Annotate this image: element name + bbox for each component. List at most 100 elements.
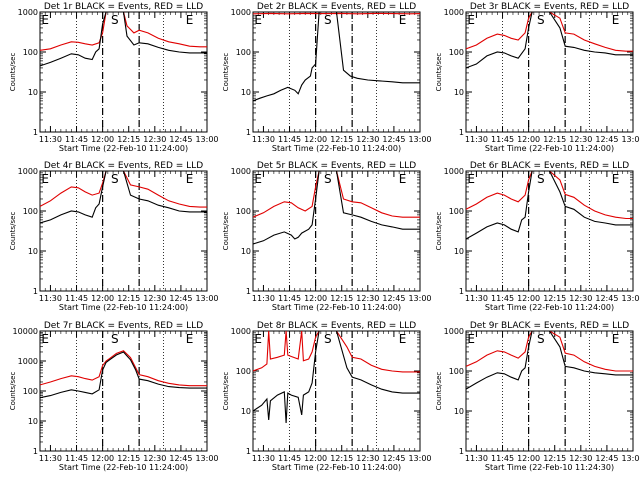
x-tick-label: 13:00 <box>195 454 218 463</box>
x-tick-label: 12:45 <box>595 294 618 303</box>
x-tick-label: 12:00 <box>517 454 540 463</box>
x-axis-label: Start Time (22-Feb-10 11:24:00) <box>59 463 188 472</box>
x-tick-label: 12:30 <box>569 135 592 144</box>
interval-marker-e: E <box>254 172 262 186</box>
panel-title: Det 9r BLACK = Events, RED = LLD <box>470 321 629 331</box>
y-tick-label: 100 <box>236 207 251 216</box>
x-tick-label: 12:45 <box>169 135 192 144</box>
plot-frame <box>253 331 420 451</box>
x-tick-label: 11:30 <box>465 454 488 463</box>
y-tick-label: 100 <box>236 367 251 376</box>
y-tick-label: 10 <box>28 247 38 256</box>
series-lld-line <box>40 12 207 50</box>
x-tick-label: 12:30 <box>569 294 592 303</box>
interval-marker-e: E <box>186 172 194 186</box>
panel-title: Det 5r BLACK = Events, RED = LLD <box>257 161 416 171</box>
x-axis-label: Start Time (22-Feb-10 11:24:00) <box>59 303 188 312</box>
x-axis-label: Start Time (22-Feb-10 11:24:00) <box>272 463 401 472</box>
x-tick-label: 12:30 <box>143 294 166 303</box>
interval-marker-e: E <box>467 332 475 346</box>
panel-title: Det 6r BLACK = Events, RED = LLD <box>470 161 629 171</box>
y-tick-label: 100 <box>23 387 38 396</box>
y-tick-label: 10 <box>241 88 251 97</box>
y-axis-label: Counts/sec <box>435 53 443 92</box>
panel-title: Det 1r BLACK = Events, RED = LLD <box>44 2 203 12</box>
x-axis-label: Start Time (22-Feb-10 11:24:30) <box>485 463 614 472</box>
y-tick-label: 1000 <box>231 8 251 17</box>
y-tick-label: 10000 <box>13 327 38 336</box>
plot-frame <box>253 171 420 291</box>
x-tick-label: 12:00 <box>517 294 540 303</box>
series-lld-line <box>253 331 420 372</box>
x-tick-label: 11:30 <box>252 294 275 303</box>
x-tick-label: 12:15 <box>330 454 353 463</box>
x-tick-label: 12:00 <box>304 135 327 144</box>
panel-det-9: Det 9r BLACK = Events, RED = LLD11010010… <box>435 321 640 472</box>
plot-frame <box>466 171 633 291</box>
plot-frame <box>40 12 207 132</box>
interval-marker-e: E <box>399 332 407 346</box>
y-tick-label: 10 <box>454 247 464 256</box>
x-tick-label: 12:00 <box>91 135 114 144</box>
x-tick-label: 11:45 <box>278 454 301 463</box>
y-tick-label: 1 <box>246 128 251 137</box>
x-tick-label: 12:15 <box>117 135 140 144</box>
x-tick-label: 12:45 <box>595 135 618 144</box>
x-tick-label: 13:00 <box>408 454 431 463</box>
x-tick-label: 11:30 <box>465 135 488 144</box>
x-tick-label: 12:00 <box>304 454 327 463</box>
y-tick-label: 10 <box>28 417 38 426</box>
x-tick-label: 13:00 <box>621 454 640 463</box>
panel-det-6: Det 6r BLACK = Events, RED = LLD11010010… <box>435 161 640 312</box>
y-axis-label: Counts/sec <box>9 53 17 92</box>
x-tick-label: 13:00 <box>621 294 640 303</box>
series-lld-line <box>40 351 207 386</box>
interval-marker-e: E <box>612 332 620 346</box>
y-tick-label: 1 <box>459 128 464 137</box>
interval-marker-s: S <box>111 172 119 186</box>
interval-marker-e: E <box>612 172 620 186</box>
panel-title: Det 4r BLACK = Events, RED = LLD <box>44 161 203 171</box>
x-tick-label: 12:30 <box>143 454 166 463</box>
interval-marker-s: S <box>111 332 119 346</box>
x-tick-label: 11:45 <box>278 294 301 303</box>
y-tick-label: 1000 <box>231 167 251 176</box>
y-tick-label: 100 <box>449 48 464 57</box>
y-tick-label: 100 <box>449 367 464 376</box>
y-axis-label: Counts/sec <box>435 372 443 411</box>
x-tick-label: 12:30 <box>356 135 379 144</box>
x-tick-label: 12:15 <box>117 294 140 303</box>
x-tick-label: 11:45 <box>491 294 514 303</box>
x-tick-label: 11:30 <box>39 454 62 463</box>
y-axis-label: Counts/sec <box>222 53 230 92</box>
interval-marker-s: S <box>537 13 545 27</box>
y-tick-label: 10 <box>454 88 464 97</box>
y-tick-label: 1000 <box>231 327 251 336</box>
y-tick-label: 1000 <box>444 327 464 336</box>
y-tick-label: 1 <box>459 287 464 296</box>
x-tick-label: 12:45 <box>595 454 618 463</box>
interval-marker-e: E <box>186 332 194 346</box>
y-tick-label: 1000 <box>18 8 38 17</box>
interval-marker-e: E <box>467 13 475 27</box>
x-axis-label: Start Time (22-Feb-10 11:24:00) <box>485 144 614 153</box>
interval-marker-e: E <box>41 172 49 186</box>
y-tick-label: 10 <box>454 407 464 416</box>
y-tick-label: 1 <box>246 287 251 296</box>
series-events-line <box>253 12 420 101</box>
series-lld-line <box>253 171 420 217</box>
panel-det-3: Det 3r BLACK = Events, RED = LLD11010010… <box>435 2 640 153</box>
series-events-line <box>253 171 420 244</box>
series-events-line <box>253 331 420 423</box>
y-axis-label: Counts/sec <box>222 372 230 411</box>
x-tick-label: 11:45 <box>65 135 88 144</box>
x-tick-label: 11:45 <box>65 454 88 463</box>
plot-frame <box>253 12 420 132</box>
panel-det-7: Det 7r BLACK = Events, RED = LLD11010010… <box>9 321 219 472</box>
x-tick-label: 13:00 <box>195 294 218 303</box>
x-tick-label: 11:30 <box>39 294 62 303</box>
plot-frame <box>466 12 633 132</box>
interval-marker-s: S <box>324 13 332 27</box>
y-tick-label: 10 <box>241 407 251 416</box>
